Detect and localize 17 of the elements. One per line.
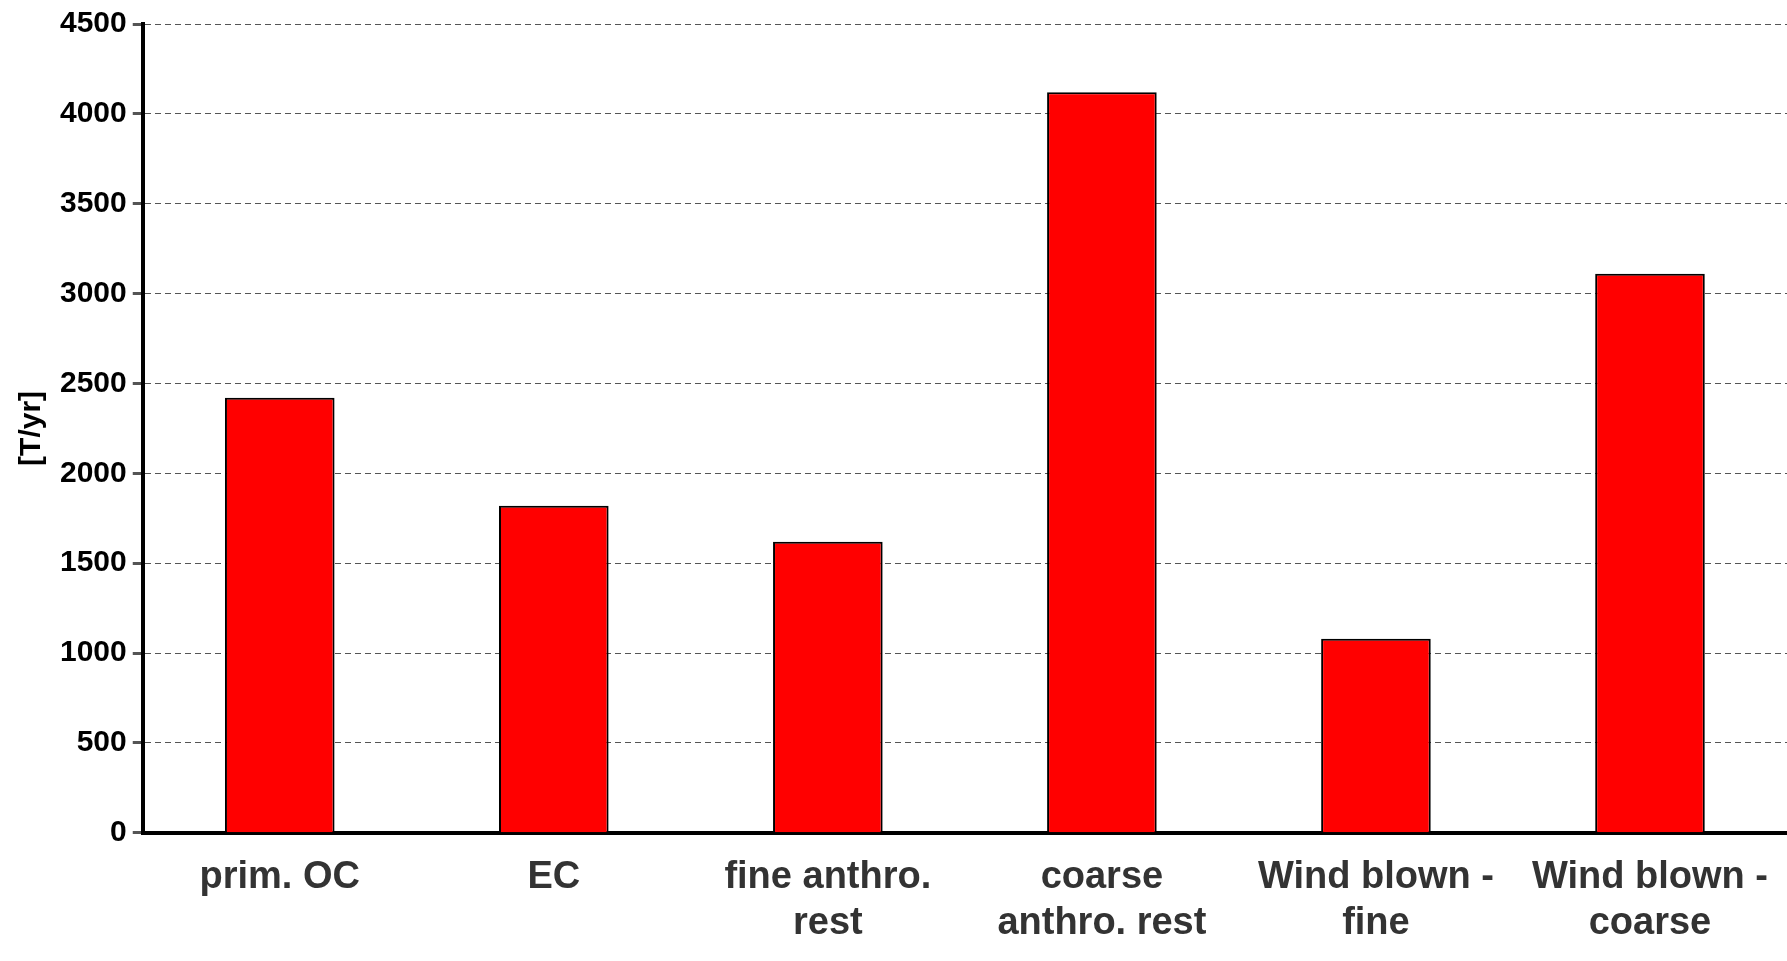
y-tick-label: 1000 xyxy=(59,634,127,668)
y-tick-label: 3500 xyxy=(59,185,127,218)
y-axis-title: [T/yr] xyxy=(13,390,47,466)
x-tick-label: fine anthro. rest xyxy=(724,854,932,942)
y-tick-label: 2000 xyxy=(59,454,127,488)
y-tick-label: 1500 xyxy=(59,544,127,578)
x-tick-label: Wind blown - coarse xyxy=(1531,854,1768,942)
y-tick-label: 0 xyxy=(110,814,127,848)
x-tick-label: EC xyxy=(527,854,581,897)
y-tick-label: 4500 xyxy=(59,5,127,39)
x-tick-label: Wind blown - fine xyxy=(1257,854,1494,942)
x-tick-label: prim. OC xyxy=(199,854,360,897)
y-tick-label: 500 xyxy=(76,724,127,758)
y-tick-label: 4000 xyxy=(59,95,127,129)
y-tick-label: 3000 xyxy=(59,274,127,308)
x-tick-label: coarse anthro. rest xyxy=(997,854,1207,942)
y-tick-label: 2500 xyxy=(59,364,127,398)
